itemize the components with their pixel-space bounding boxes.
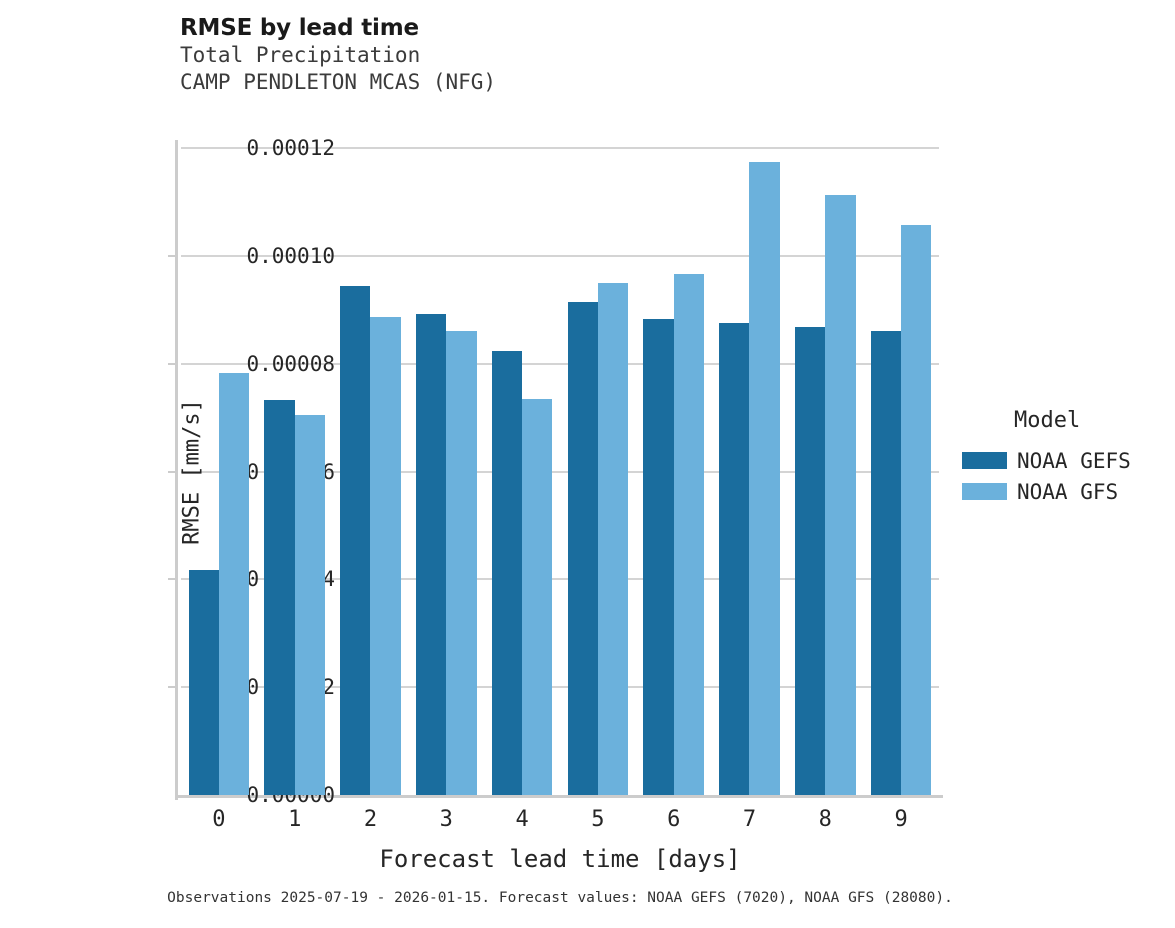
bar[interactable] — [901, 225, 932, 795]
bar[interactable] — [749, 162, 780, 795]
y-axis-tick-label: 0.00012 — [246, 136, 335, 160]
bar[interactable] — [415, 314, 447, 795]
x-axis-tick-labels: 0 1 2 3 4 5 6 7 8 9 — [181, 795, 939, 835]
x-axis-spine — [175, 795, 943, 798]
bar[interactable] — [794, 327, 826, 795]
y-axis-tick-label: 0.00010 — [246, 243, 335, 268]
bar[interactable] — [870, 331, 902, 795]
page-title: RMSE by lead time — [180, 15, 419, 41]
y-axis-tick-mark — [168, 470, 176, 473]
grid-line — [181, 147, 939, 149]
bar[interactable] — [218, 373, 250, 795]
y-axis-tick-mark — [168, 362, 176, 365]
bar[interactable] — [825, 194, 856, 795]
x-axis-tick-label: 2 — [363, 807, 378, 832]
bar[interactable] — [370, 317, 401, 795]
y-axis-tick-mark — [168, 254, 176, 257]
y-axis-spine — [175, 140, 178, 800]
x-axis-title: Forecast lead time [days] — [379, 845, 741, 873]
bar-group — [188, 148, 250, 795]
x-axis-tick-label: 6 — [667, 807, 681, 832]
y-axis-tick-mark — [168, 686, 176, 689]
x-axis-tick-label: 5 — [591, 807, 605, 832]
x-axis-tick-label: 3 — [439, 807, 453, 832]
figure-caption: Observations 2025-07-19 - 2026-01-15. Fo… — [167, 890, 953, 906]
x-axis-tick-label: 4 — [515, 807, 529, 832]
bar[interactable] — [491, 350, 523, 795]
x-axis-tick-label: 7 — [742, 807, 757, 832]
bar[interactable] — [673, 274, 704, 795]
legend-item-0[interactable]: NOAA GEFS — [962, 445, 1172, 476]
bar-group — [719, 148, 780, 795]
bar[interactable] — [719, 323, 750, 795]
bar-group — [340, 148, 401, 795]
chart-subtitle-station: CAMP PENDLETON MCAS (NFG) — [180, 70, 497, 94]
title-block: RMSE by lead time Total Precipitation CA… — [180, 14, 940, 96]
legend-item-label: NOAA GEFS — [1017, 448, 1131, 473]
bar-group — [794, 148, 856, 795]
legend-item-1[interactable]: NOAA GFS — [962, 476, 1172, 507]
y-axis-tick-mark — [168, 578, 176, 581]
legend-entries: NOAA GEFS NOAA GFS — [962, 445, 1172, 507]
bar-group — [264, 148, 325, 795]
bars-layer — [181, 148, 939, 795]
bar-group — [491, 148, 553, 795]
grid-line — [181, 686, 939, 689]
legend-title: Model — [1014, 408, 1081, 433]
plot-area: 0.000000.000020.000040.000060.000080.000… — [179, 138, 939, 832]
bar-group — [643, 148, 704, 795]
grid-line — [181, 578, 939, 581]
x-axis-tick-label: 1 — [288, 807, 302, 832]
legend-swatch-icon — [962, 483, 1007, 500]
x-axis-tick-label: 0 — [212, 807, 226, 832]
chart-subtitle-variable: Total Precipitation — [180, 43, 421, 67]
bar[interactable] — [340, 285, 371, 795]
x-axis-tick-label: 8 — [818, 807, 832, 832]
legend-swatch-icon — [962, 452, 1007, 469]
grid-line — [181, 470, 939, 473]
bar-group — [415, 148, 477, 795]
bar[interactable] — [446, 330, 477, 795]
legend: Model NOAA GEFS NOAA GFS — [962, 408, 1172, 507]
grid-line — [181, 362, 939, 365]
x-axis-tick-label: 9 — [894, 807, 908, 832]
bar[interactable] — [264, 399, 295, 795]
bar[interactable] — [522, 398, 553, 795]
legend-item-label: NOAA GFS — [1017, 479, 1119, 504]
bar[interactable] — [597, 283, 629, 795]
bar[interactable] — [643, 318, 674, 795]
bar[interactable] — [567, 301, 598, 795]
bar-group — [870, 148, 932, 795]
grid-line — [181, 254, 939, 257]
bar[interactable] — [294, 415, 325, 795]
bar[interactable] — [188, 570, 219, 795]
bar-group — [567, 148, 629, 795]
y-axis-tick-label: 0.00008 — [246, 351, 335, 376]
